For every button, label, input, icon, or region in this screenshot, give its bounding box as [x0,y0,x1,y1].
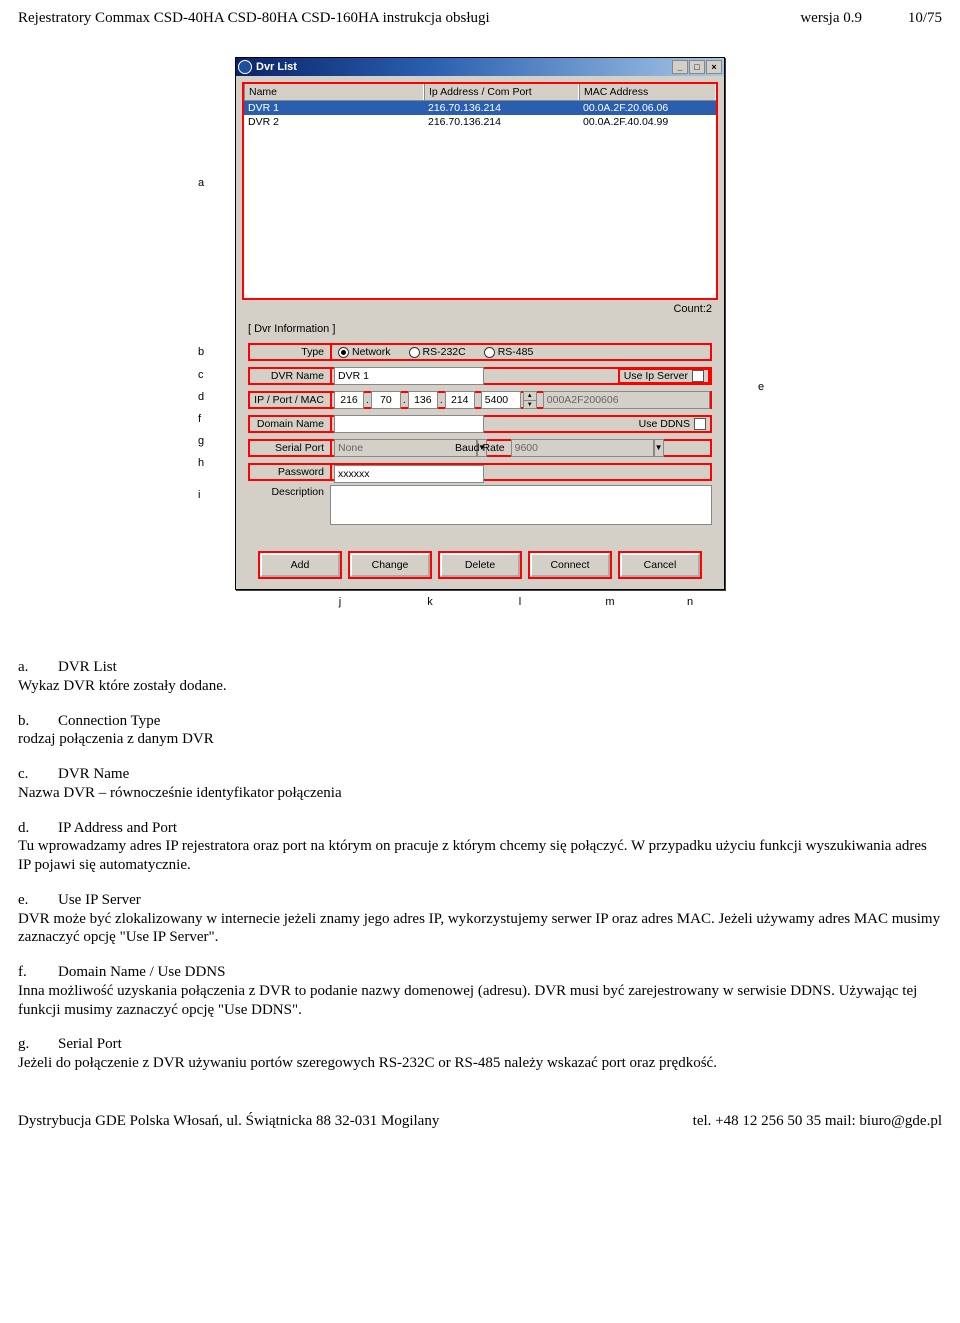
ip4-input[interactable] [445,391,475,409]
callout-f: f [198,413,201,425]
close-icon[interactable]: × [706,60,722,74]
ip2-input[interactable] [371,391,401,409]
ip1-input[interactable] [334,391,364,409]
groupbox-label: [ Dvr Information ] [248,323,335,335]
description-input[interactable] [330,485,712,525]
dvr-list[interactable]: Name Ip Address / Com Port MAC Address D… [242,82,718,300]
page-header: Rejestratory Commax CSD-40HA CSD-80HA CS… [18,10,942,27]
dvr-name-input[interactable] [334,367,484,385]
label-serialport: Serial Port [248,439,330,457]
label-description: Description [248,485,330,525]
col-name[interactable]: Name [244,84,424,100]
ip3-input[interactable] [408,391,438,409]
window-titlebar[interactable]: Dvr List _ □ × [236,58,724,76]
callout-e: e [758,381,764,393]
header-page: 10/75 [862,10,942,27]
port-spinner[interactable]: ▲▼ [523,391,537,409]
maximize-icon[interactable]: □ [689,60,705,74]
radio-icon [338,347,349,358]
label-useipserver: Use Ip Server [624,370,688,382]
minimize-icon[interactable]: _ [672,60,688,74]
password-input[interactable] [334,465,484,483]
body-text: a.DVR List Wykaz DVR które zostały dodan… [18,658,942,1073]
footer-left: Dystrybucja GDE Polska Włosań, ul. Świąt… [18,1113,693,1130]
col-ip[interactable]: Ip Address / Com Port [424,84,579,100]
radio-icon [484,347,495,358]
screenshot-figure: a b c d f g h i e Dvr List _ □ × Name [18,57,942,608]
callout-g: g [198,435,204,447]
window-title: Dvr List [256,61,297,73]
cancel-button[interactable]: Cancel [620,553,700,577]
chevron-down-icon[interactable]: ▼ [654,439,664,457]
app-icon [238,60,252,74]
add-button[interactable]: Add [260,553,340,577]
domain-input[interactable] [334,415,484,433]
list-row[interactable]: DVR 1 216.70.136.214 00.0A.2F.20.06.06 [244,101,716,115]
label-useddns: Use DDNS [639,418,690,430]
serial-dropdown[interactable]: ▼ [334,439,429,457]
col-mac[interactable]: MAC Address [579,84,716,100]
port-input[interactable] [481,391,521,409]
radio-rs485[interactable]: RS-485 [484,346,534,358]
label-ipportmac: IP / Port / MAC [248,391,330,409]
footer-right: tel. +48 12 256 50 35 mail: biuro@gde.pl [693,1113,942,1130]
count-label: Count:2 [242,300,718,315]
callout-c: c [198,369,204,381]
bottom-callouts: j k l m n [235,596,725,608]
connect-button[interactable]: Connect [530,553,610,577]
baud-dropdown[interactable]: ▼ [511,439,606,457]
page-footer: Dystrybucja GDE Polska Włosań, ul. Świąt… [18,1113,942,1130]
label-type: Type [248,343,330,361]
header-title: Rejestratory Commax CSD-40HA CSD-80HA CS… [18,10,742,27]
mac-input [543,391,710,409]
header-version: wersja 0.9 [742,10,862,27]
delete-button[interactable]: Delete [440,553,520,577]
dvr-info-group: [ Dvr Information ] Type Network RS-232C… [242,317,718,537]
callout-a: a [198,177,204,189]
label-domain: Domain Name [248,415,330,433]
label-baudrate: Baud Rate [455,442,505,454]
radio-network[interactable]: Network [338,346,391,358]
button-row: Add Change Delete Connect Cancel [242,547,718,583]
type-radio-group: Network RS-232C RS-485 [330,343,712,361]
dvr-list-window: Dvr List _ □ × Name Ip Address / Com Por… [235,57,725,590]
callout-d: d [198,391,204,403]
label-dvrname: DVR Name [248,367,330,385]
radio-icon [409,347,420,358]
use-ipserver-checkbox[interactable] [692,370,704,382]
change-button[interactable]: Change [350,553,430,577]
callout-b: b [198,346,204,358]
radio-rs232c[interactable]: RS-232C [409,346,466,358]
use-ddns-checkbox[interactable] [694,418,706,430]
list-header: Name Ip Address / Com Port MAC Address [244,84,716,101]
list-row[interactable]: DVR 2 216.70.136.214 00.0A.2F.40.04.99 [244,115,716,129]
callout-h: h [198,457,204,469]
label-password: Password [248,463,330,481]
callout-i: i [198,489,200,501]
